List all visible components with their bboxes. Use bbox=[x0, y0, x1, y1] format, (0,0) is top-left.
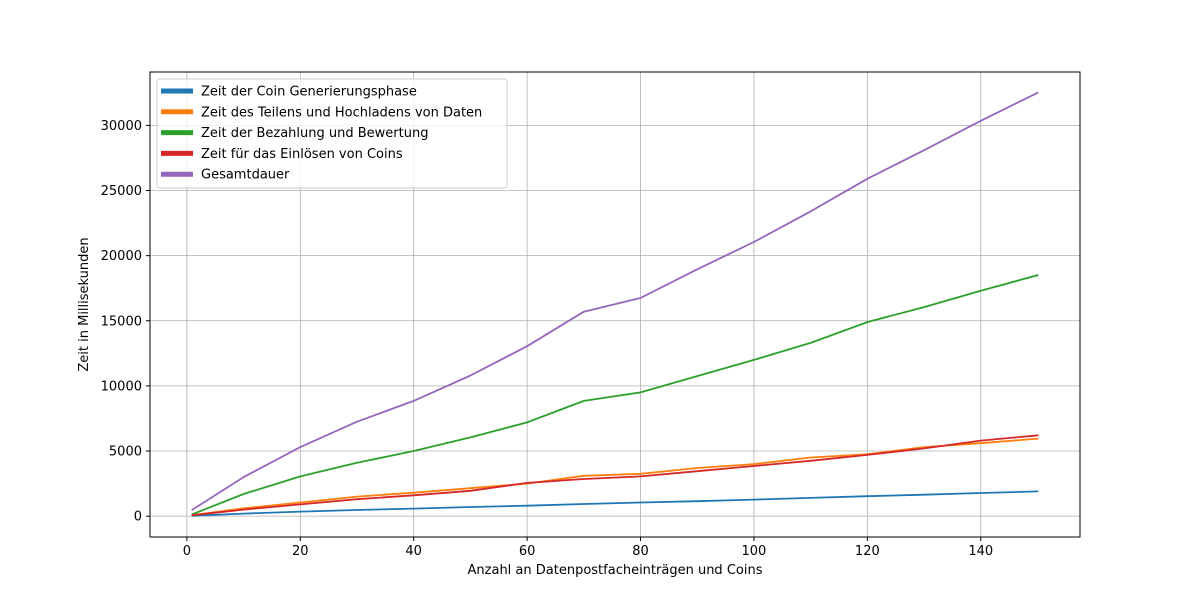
x-tick-label: 20 bbox=[292, 544, 309, 559]
series-line-1 bbox=[191, 490, 1039, 517]
y-tick-label: 15000 bbox=[101, 314, 142, 329]
x-tick-label: 40 bbox=[405, 544, 422, 559]
series-lines bbox=[191, 91, 1039, 517]
y-tick-label: 30000 bbox=[101, 119, 142, 134]
x-tick-label: 80 bbox=[632, 544, 649, 559]
x-tick-label: 0 bbox=[183, 544, 191, 559]
legend-label: Zeit für das Einlösen von Coins bbox=[201, 147, 403, 162]
y-tick-label: 25000 bbox=[101, 184, 142, 199]
legend-label: Zeit der Coin Generierungsphase bbox=[201, 85, 417, 100]
axis-ticks: 0 20 40 60 80 100 120 140 0 5000 10000 15000 20000 25… bbox=[101, 119, 994, 559]
x-tick-label: 120 bbox=[855, 544, 880, 559]
legend: Zeit der Coin Generierungsphase Zeit des … bbox=[156, 78, 508, 189]
y-axis-label: Zeit in Millisekunden bbox=[77, 237, 92, 371]
x-tick-label: 140 bbox=[968, 544, 993, 559]
x-tick-label: 60 bbox=[519, 544, 536, 559]
series-line-5 bbox=[191, 91, 1039, 511]
y-tick-label: 0 bbox=[134, 510, 142, 525]
plot-frame bbox=[149, 71, 1081, 538]
series-line-2 bbox=[191, 437, 1039, 517]
y-tick-label: 20000 bbox=[101, 249, 142, 264]
legend-label: Zeit der Bezahlung und Bewertung bbox=[201, 126, 428, 141]
series-line-3 bbox=[191, 274, 1039, 516]
x-axis-label: Anzahl an Datenpostfacheinträgen und Coi… bbox=[468, 563, 763, 578]
legend-label: Gesamtdauer bbox=[201, 168, 290, 183]
y-tick-label: 5000 bbox=[109, 445, 142, 460]
x-tick-label: 100 bbox=[742, 544, 767, 559]
series-line-4 bbox=[191, 434, 1039, 517]
legend-box bbox=[156, 78, 508, 189]
legend-label: Zeit des Teilens und Hochladens von Date… bbox=[201, 105, 482, 120]
y-tick-label: 10000 bbox=[101, 379, 142, 394]
